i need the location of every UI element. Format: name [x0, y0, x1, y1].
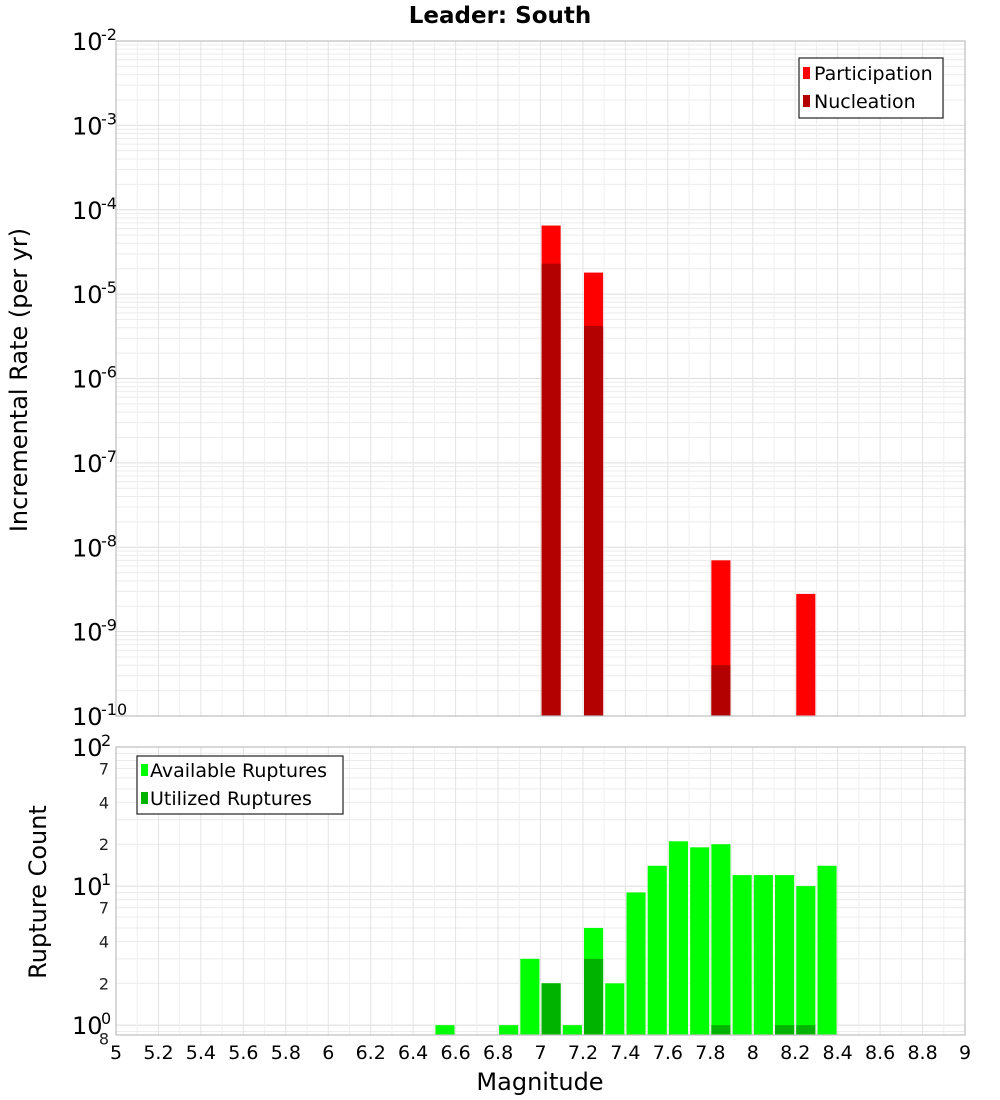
bottom-bar-available-ruptures	[605, 983, 625, 1035]
top-y-tick-label: 10	[72, 703, 103, 731]
x-tick-label: 8.8	[907, 1042, 937, 1064]
legend-utilized-label: Utilized Ruptures	[150, 788, 312, 810]
bottom-bar-available-ruptures	[732, 875, 752, 1035]
bottom-bar-utilized-ruptures	[584, 958, 604, 1035]
bottom-y-minor-tick-label: 7	[99, 760, 109, 779]
bottom-bar-available-ruptures	[711, 844, 731, 1035]
x-tick-label: 5.6	[228, 1042, 258, 1064]
top-legend: Participation Nucleation	[798, 57, 944, 119]
x-tick-label: 6.8	[483, 1042, 513, 1064]
x-tick-label: 8.4	[823, 1042, 853, 1064]
top-bar-nucleation	[711, 665, 731, 716]
x-tick-label: 6.2	[356, 1042, 386, 1064]
top-legend-box	[798, 57, 944, 119]
bottom-y-minor-tick-label: 8	[99, 1030, 109, 1049]
bottom-bar-available-ruptures	[796, 886, 816, 1035]
legend-participation-swatch	[803, 67, 810, 79]
x-tick-label: 5.4	[186, 1042, 216, 1064]
top-y-tick-label: 10	[72, 197, 103, 225]
bottom-bar-utilized-ruptures	[711, 1025, 731, 1035]
bottom-legend-box	[136, 755, 344, 815]
bottom-bar-available-ruptures	[562, 1025, 582, 1035]
x-tick-label: 5	[110, 1042, 122, 1064]
top-y-tick-label: 10	[72, 450, 103, 478]
top-y-tick-exponent: -3	[101, 109, 117, 128]
chart-title: Leader: South	[409, 3, 592, 29]
bottom-y-minor-tick-label: 2	[99, 974, 109, 993]
top-bar-nucleation	[584, 325, 604, 716]
top-y-tick-exponent: -7	[101, 447, 117, 466]
top-y-tick-label: 10	[72, 281, 103, 309]
x-tick-label: 7.4	[610, 1042, 640, 1064]
bottom-y-minor-tick-label: 2	[99, 835, 109, 854]
x-tick-label: 8.2	[780, 1042, 810, 1064]
legend-nucleation-label: Nucleation	[814, 91, 916, 113]
top-y-tick-exponent: -8	[101, 531, 117, 550]
x-axis-label: Magnitude	[476, 1068, 603, 1096]
bottom-bar-available-ruptures	[817, 865, 837, 1035]
bottom-bar-available-ruptures	[775, 875, 795, 1035]
bottom-y-tick-label: 10	[72, 734, 103, 762]
bottom-bar-available-ruptures	[499, 1025, 519, 1035]
x-tick-label: 6.6	[440, 1042, 470, 1064]
bottom-bar-available-ruptures	[753, 875, 773, 1035]
x-tick-label: 7.6	[653, 1042, 683, 1064]
top-y-tick-exponent: -2	[101, 25, 117, 44]
bottom-bar-available-ruptures	[435, 1025, 455, 1035]
x-tick-label: 7.2	[568, 1042, 598, 1064]
bottom-bar-available-ruptures	[626, 892, 646, 1035]
bottom-plot-frame	[115, 746, 966, 1036]
bottom-y-tick-label: 10	[72, 873, 103, 901]
legend-participation-label: Participation	[814, 63, 933, 85]
top-bar-nucleation	[541, 263, 561, 716]
bottom-y-tick-exponent: 0	[101, 1009, 111, 1028]
legend-utilized-swatch	[141, 792, 148, 804]
bottom-bar-utilized-ruptures	[775, 1025, 795, 1035]
top-y-tick-label: 10	[72, 112, 103, 140]
top-y-tick-exponent: -9	[101, 616, 117, 635]
top-y-tick-exponent: -10	[101, 700, 127, 719]
top-bar-participation	[796, 593, 816, 716]
bottom-bar-available-ruptures	[690, 847, 710, 1035]
top-y-tick-exponent: -4	[101, 194, 117, 213]
top-y-axis-label: Incremental Rate (per yr)	[5, 228, 33, 532]
legend-nucleation-swatch	[803, 95, 810, 107]
x-tick-label: 8	[747, 1042, 759, 1064]
bottom-legend: Available Ruptures Utilized Ruptures	[136, 755, 344, 815]
bottom-y-axis-label: Rupture Count	[24, 805, 52, 979]
bottom-y-minor-tick-label: 4	[99, 932, 109, 951]
bottom-y-minor-tick-label: 7	[99, 899, 109, 918]
bottom-bar-available-ruptures	[668, 841, 689, 1035]
x-tick-label: 7.8	[695, 1042, 725, 1064]
bottom-y-tick-label: 10	[72, 1012, 103, 1040]
top-y-tick-label: 10	[72, 366, 103, 394]
x-tick-label: 5.2	[143, 1042, 173, 1064]
top-y-tick-exponent: -6	[101, 363, 117, 382]
legend-available-swatch	[141, 764, 148, 776]
top-plot-frame	[115, 40, 966, 717]
top-y-tick-label: 10	[72, 28, 103, 56]
x-tick-label: 8.6	[865, 1042, 895, 1064]
legend-available-label: Available Ruptures	[150, 760, 327, 782]
bottom-bar-utilized-ruptures	[796, 1025, 816, 1035]
x-tick-label: 6	[322, 1042, 334, 1064]
bottom-y-tick-exponent: 1	[101, 870, 111, 889]
bottom-bar-available-ruptures	[520, 958, 540, 1035]
top-y-tick-label: 10	[72, 534, 103, 562]
x-tick-label: 6.4	[398, 1042, 428, 1064]
x-tick-label: 9	[959, 1042, 971, 1064]
bottom-bar-available-ruptures	[647, 865, 667, 1035]
x-tick-label: 5.8	[271, 1042, 301, 1064]
bottom-bar-utilized-ruptures	[541, 983, 561, 1035]
bottom-y-minor-tick-label: 4	[99, 793, 109, 812]
top-y-tick-label: 10	[72, 619, 103, 647]
bottom-y-tick-exponent: 2	[101, 731, 111, 750]
top-y-tick-exponent: -5	[101, 278, 117, 297]
x-tick-label: 7	[534, 1042, 546, 1064]
